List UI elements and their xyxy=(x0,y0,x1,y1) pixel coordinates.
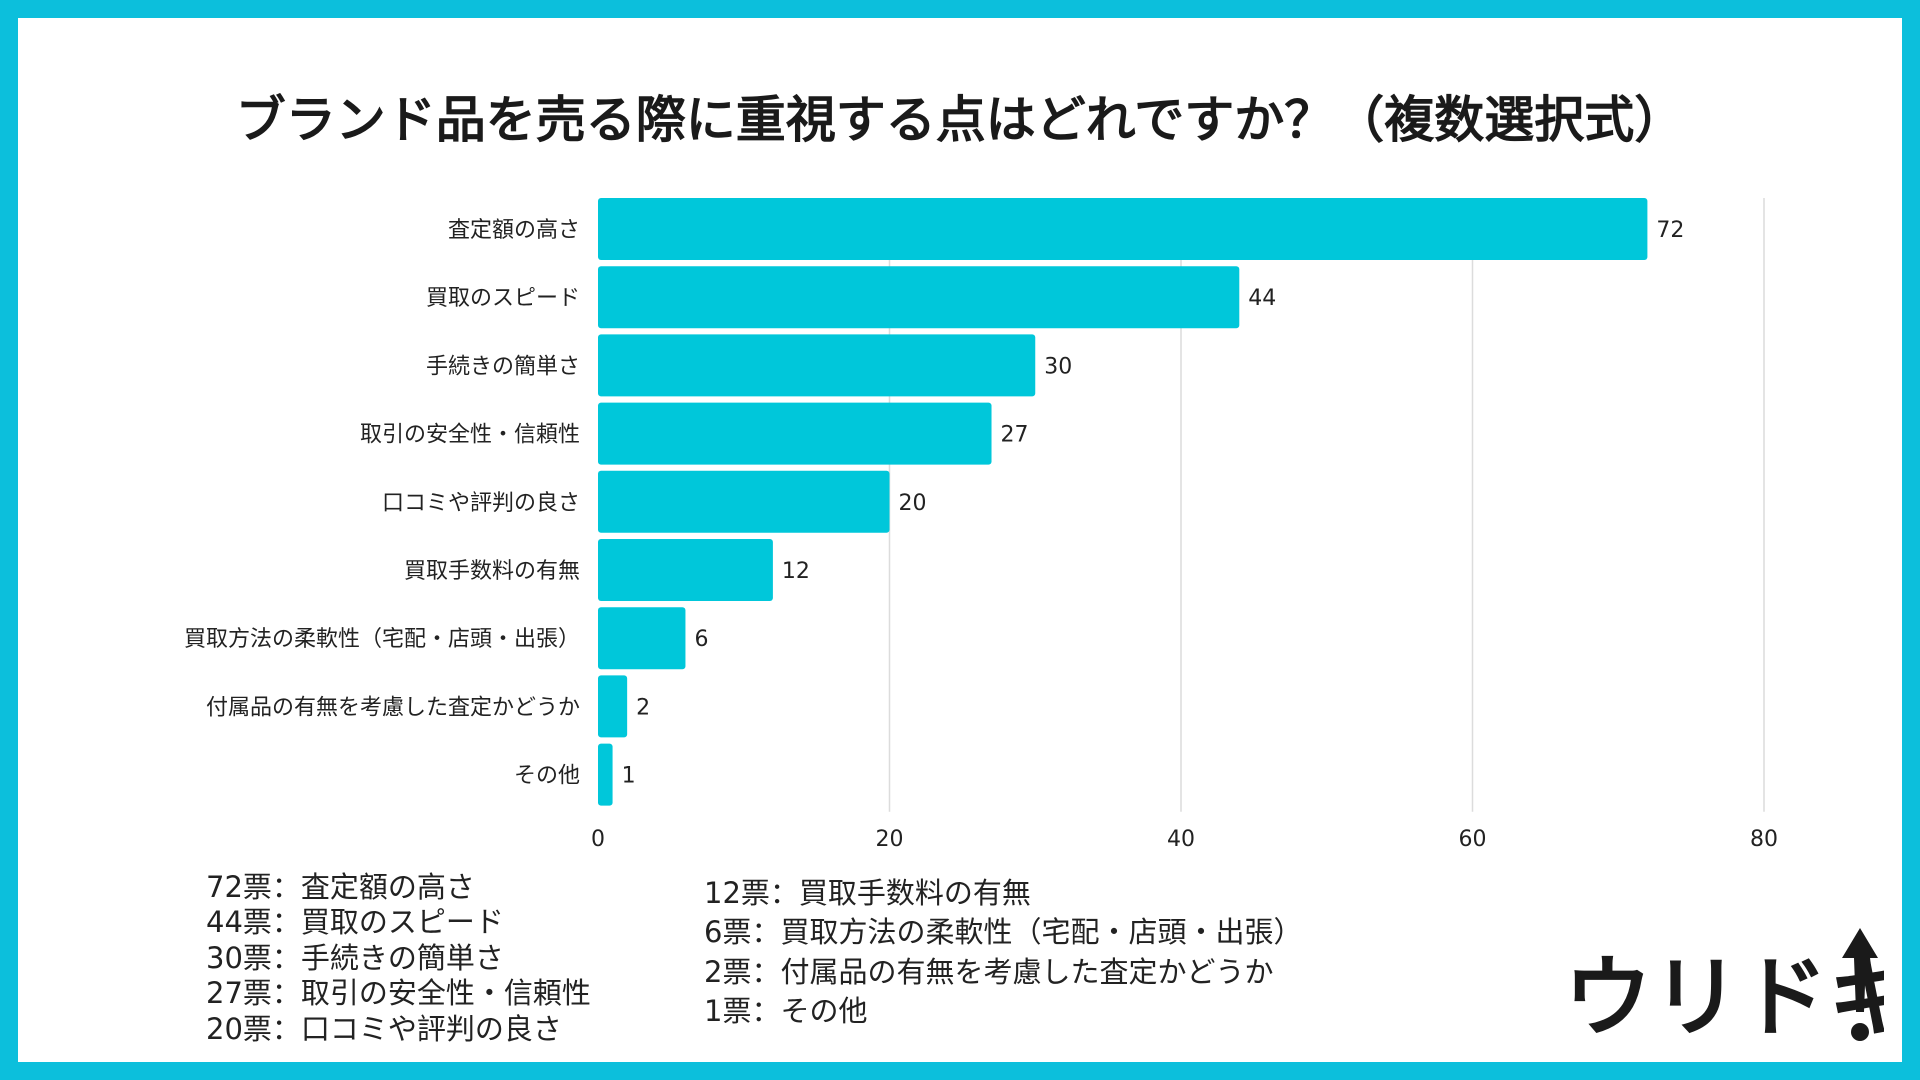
x-tick-label: 60 xyxy=(1459,827,1487,852)
legend-item: 72票：査定額の高さ xyxy=(206,870,475,904)
category-label: その他 xyxy=(514,764,580,789)
bar xyxy=(598,470,890,533)
chart-card: ブランド品を売る際に重視する点はどれですか？（複数選択式） 査定額の高さ 72 買取… xyxy=(18,18,1902,1062)
bar xyxy=(598,198,1648,260)
x-tick-label: 0 xyxy=(591,827,605,852)
bar xyxy=(598,539,773,601)
legend-item: 20票：口コミや評判の良さ xyxy=(206,1011,562,1046)
exclamation-arrow-icon xyxy=(1842,928,1878,1041)
value-label: 2 xyxy=(636,695,650,720)
bar xyxy=(598,743,613,806)
category-label: 付属品の有無を考慮した査定かどうか xyxy=(206,695,580,720)
legend-item: 2票：付属品の有無を考慮した査定かどうか xyxy=(704,954,1274,989)
chart-title: ブランド品を売る際に重視する点はどれですか？（複数選択式） xyxy=(235,91,1685,149)
legend-item: 1票：その他 xyxy=(704,994,868,1029)
category-label: 口コミや評判の良さ xyxy=(382,491,580,516)
bar xyxy=(598,607,686,670)
value-label: 1 xyxy=(622,764,636,789)
value-label: 27 xyxy=(1001,423,1029,448)
value-label: 6 xyxy=(694,627,708,652)
bar xyxy=(598,402,992,465)
category-label: 査定額の高さ xyxy=(448,218,580,243)
legend-item: 12票：買取手数料の有無 xyxy=(704,876,1031,910)
value-label: 72 xyxy=(1656,218,1684,243)
value-label: 12 xyxy=(782,559,810,584)
x-tick-label: 80 xyxy=(1750,827,1778,852)
x-tick-label: 20 xyxy=(876,827,904,852)
legend-item: 6票：買取方法の柔軟性（宅配・店頭・出張） xyxy=(704,915,1303,950)
value-label: 44 xyxy=(1248,286,1276,311)
value-label: 20 xyxy=(899,491,927,516)
bar xyxy=(598,334,1036,397)
category-label: 取引の安全性・信頼性 xyxy=(360,423,580,448)
category-label: 手続きの簡単さ xyxy=(426,354,580,379)
legend-left: 72票：査定額の高さ 44票：買取のスピード 30票：手続きの簡単さ 27票：取… xyxy=(206,870,591,1047)
bar-chart: 査定額の高さ 72 買取のスピード 44 手続きの簡単さ 30 取引の安全性・信頼性 27 口コ… xyxy=(184,198,1778,852)
legend-right: 12票：買取手数料の有無 6票：買取方法の柔軟性（宅配・店頭・出張） 2票：付属… xyxy=(704,876,1302,1034)
value-label: 30 xyxy=(1044,354,1072,379)
bar xyxy=(598,266,1240,329)
bar xyxy=(598,675,628,738)
legend-item: 44票：買取のスピード xyxy=(206,905,504,940)
category-label: 買取方法の柔軟性（宅配・店頭・出張） xyxy=(184,627,580,652)
category-label: 買取手数料の有無 xyxy=(404,559,580,584)
logo-text: ウリドキ xyxy=(1564,946,1884,1049)
category-label: 買取のスピード xyxy=(426,286,580,311)
uridoki-logo: ウリドキ xyxy=(1564,928,1884,1049)
x-tick-label: 40 xyxy=(1167,827,1195,852)
legend-item: 30票：手続きの簡単さ xyxy=(206,940,504,975)
legend-item: 27票：取引の安全性・信頼性 xyxy=(206,976,591,1011)
